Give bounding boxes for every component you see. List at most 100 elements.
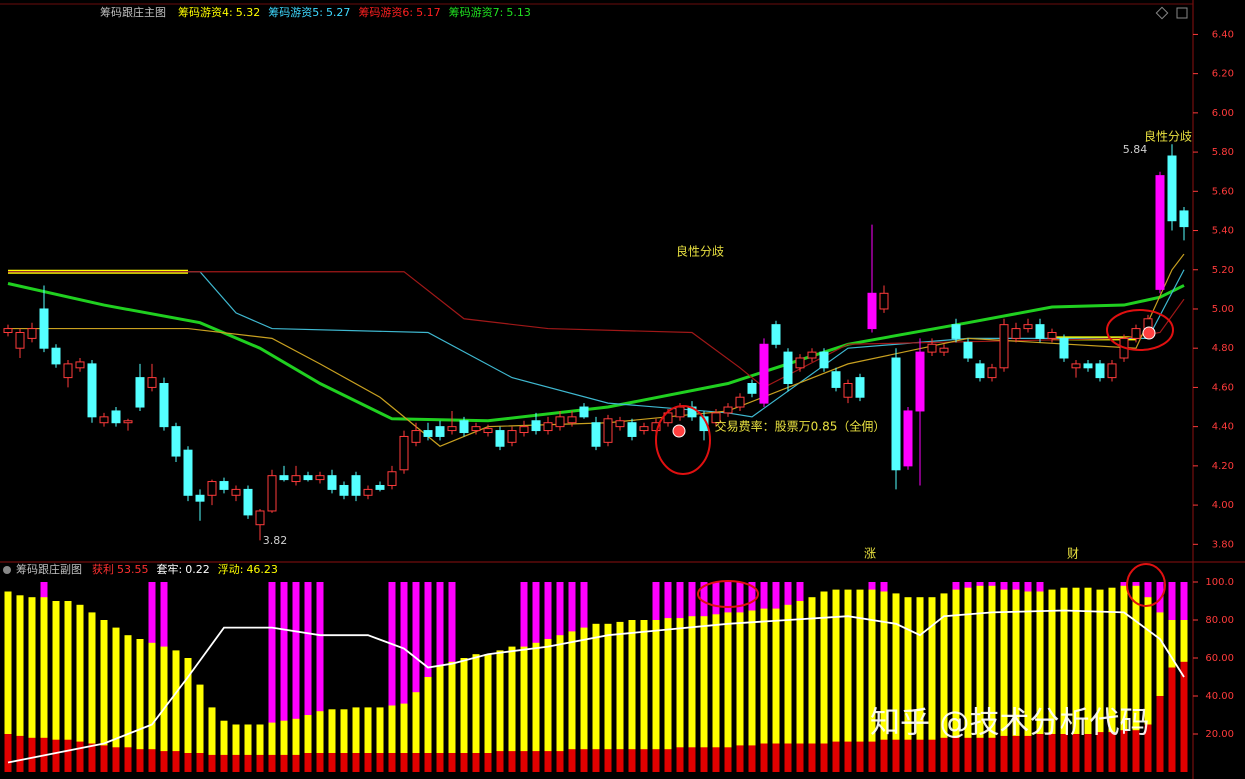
bar — [364, 753, 372, 772]
bar — [784, 743, 792, 772]
bar — [328, 753, 336, 772]
candle-body — [255, 510, 265, 526]
bar — [412, 753, 420, 772]
bar — [724, 747, 732, 772]
candle-body — [351, 475, 361, 496]
bar — [616, 621, 624, 772]
candle-body — [1095, 363, 1105, 379]
bar — [748, 610, 756, 772]
bar — [580, 627, 588, 772]
bar — [412, 692, 420, 772]
bar — [688, 616, 696, 772]
title: 筹码跟庄主图 — [100, 5, 166, 19]
bar — [16, 595, 24, 772]
bar — [256, 754, 264, 772]
bar — [412, 582, 420, 772]
main-panel: 筹码跟庄主图 筹码游资4: 5.32 筹码游资5: 5.27 筹码游资6: 5.17 筹码游资… — [3, 5, 1234, 561]
bar — [1096, 732, 1104, 772]
toolbar-icon[interactable] — [1155, 6, 1169, 20]
bar — [580, 749, 588, 772]
candle-body — [1011, 328, 1021, 339]
bar — [616, 749, 624, 772]
bar — [496, 751, 504, 772]
bar — [232, 724, 240, 772]
candle-body — [1107, 363, 1117, 379]
bar — [352, 707, 360, 772]
bar — [940, 593, 948, 772]
bar — [652, 620, 660, 772]
candle-body — [339, 484, 349, 496]
candle-body — [315, 475, 325, 481]
candle-body — [843, 382, 853, 398]
bar — [424, 677, 432, 772]
bar — [868, 589, 876, 772]
bar — [676, 618, 684, 772]
bar — [280, 582, 288, 772]
bar — [184, 658, 192, 772]
bar — [700, 747, 708, 772]
toolbar-icon[interactable] — [1176, 7, 1188, 19]
bar — [808, 597, 816, 772]
bar — [1072, 587, 1080, 772]
candle-body — [279, 475, 289, 481]
bar — [544, 639, 552, 772]
bar — [844, 741, 852, 772]
candle-body — [423, 430, 433, 437]
bar — [472, 753, 480, 772]
y-tick-label: 4.40 — [1212, 422, 1234, 433]
bar — [1132, 730, 1140, 772]
candle-body — [939, 347, 949, 353]
bar — [292, 718, 300, 772]
candle-body — [507, 430, 517, 443]
candle-body — [387, 471, 397, 486]
candle-body — [915, 351, 925, 412]
bar — [88, 743, 96, 772]
candle-body — [519, 426, 529, 434]
y-tick-label: 60.00 — [1205, 653, 1234, 664]
bar — [304, 715, 312, 772]
bar — [148, 749, 156, 772]
bar — [532, 642, 540, 772]
bar — [928, 739, 936, 772]
annotation: 良性分歧 — [676, 244, 724, 259]
bar — [1000, 735, 1008, 772]
indicator-line — [7, 609, 1185, 764]
price-label: 3.82 — [263, 534, 288, 547]
bar — [148, 642, 156, 772]
candle-body — [591, 422, 601, 447]
y-tick-label: 5.60 — [1212, 186, 1234, 197]
y-tick-label: 5.80 — [1212, 147, 1234, 158]
chart-title: 筹码跟庄副图 — [16, 562, 82, 576]
bar — [736, 612, 744, 772]
candle-body — [219, 481, 229, 490]
bar — [664, 749, 672, 772]
candle-body — [207, 481, 217, 496]
bar — [1108, 587, 1116, 772]
y-tick-label: 6.40 — [1212, 29, 1234, 40]
bar — [376, 707, 384, 772]
candle-body — [399, 435, 409, 471]
bar — [304, 582, 312, 772]
bar — [892, 593, 900, 772]
bar — [760, 743, 768, 772]
bar — [1084, 734, 1092, 772]
legend: 获利 53.55 套牢: 0.22 浮动: 46.23 — [92, 562, 278, 576]
bar — [388, 753, 396, 772]
bar — [1012, 735, 1020, 772]
bar — [832, 589, 840, 772]
signal-icon — [672, 424, 686, 438]
bar — [88, 612, 96, 772]
y-tick-label: 4.60 — [1212, 382, 1234, 393]
bar — [316, 582, 324, 772]
bar — [820, 743, 828, 772]
legend-value: 5.32 — [236, 6, 261, 19]
legend-name: 筹码游资4: — [178, 5, 233, 19]
legend-name: 获利 — [92, 563, 114, 576]
bar — [1120, 730, 1128, 772]
bar — [4, 734, 12, 772]
candle-body — [327, 475, 337, 490]
bar — [376, 753, 384, 772]
bar — [1036, 591, 1044, 772]
y-tick-label: 5.00 — [1212, 304, 1234, 315]
bar — [1060, 734, 1068, 772]
